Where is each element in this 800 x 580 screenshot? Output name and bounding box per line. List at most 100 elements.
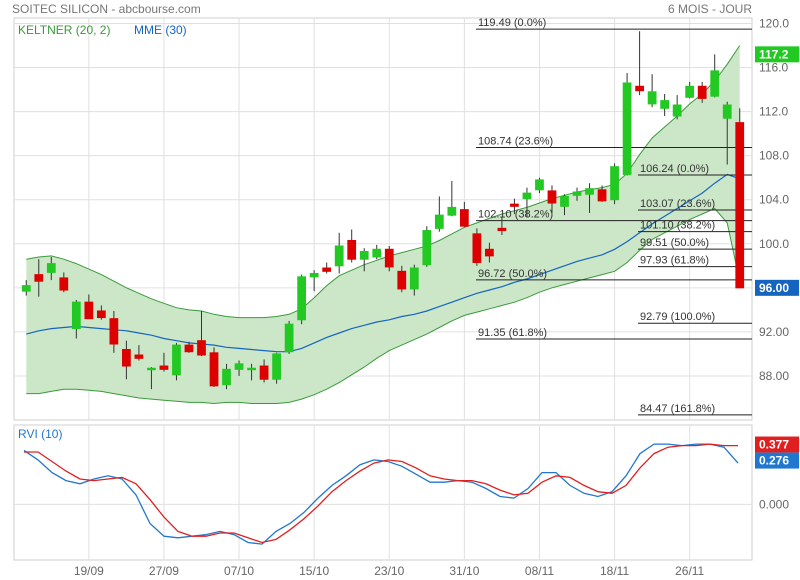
fibonacci-level-label: 91.35 (61.8%) xyxy=(478,327,547,339)
candle-body xyxy=(334,245,344,267)
candle-body xyxy=(284,323,294,353)
candle-body xyxy=(622,82,632,175)
candle-body xyxy=(697,85,707,99)
candle-body xyxy=(522,192,532,200)
last-price-label: 117.2 xyxy=(759,47,789,61)
x-tick-label: 08/11 xyxy=(525,564,554,578)
rvi-value-badge xyxy=(755,452,799,469)
rvi-tick-label: 0.000 xyxy=(759,497,789,511)
chart-header: SOITEC SILICON - abcbourse.com 6 MOIS - … xyxy=(0,0,800,16)
candle-body xyxy=(397,270,407,290)
candle-body xyxy=(347,239,357,260)
x-tick-label: 26/11 xyxy=(675,564,704,578)
candle-body xyxy=(134,354,144,359)
last-price-label: 96.00 xyxy=(759,281,789,295)
candle-body xyxy=(172,344,181,376)
candle-body xyxy=(472,233,482,264)
candle-body xyxy=(585,188,594,195)
keltner-lower-line xyxy=(26,207,741,405)
candle-body xyxy=(59,277,69,291)
candle-body xyxy=(422,230,432,266)
fibonacci-level-label: 97.93 (61.8%) xyxy=(640,255,709,267)
candle-body xyxy=(409,267,419,290)
fibonacci-level-label: 106.24 (0.0%) xyxy=(640,163,709,175)
candle-body xyxy=(147,367,156,371)
fibonacci-level-label: 96.72 (50.0%) xyxy=(478,268,547,280)
rvi-panel-frame xyxy=(13,424,753,561)
candle-body xyxy=(610,166,619,201)
candle-body xyxy=(660,100,670,109)
keltner-upper-line xyxy=(26,45,741,319)
price-tick-label: 108.0 xyxy=(759,149,789,163)
candle-body xyxy=(597,189,607,202)
fibonacci-level-label: 92.79 (100.0%) xyxy=(640,311,715,323)
candle-body xyxy=(122,349,131,367)
candle-body xyxy=(510,203,519,207)
x-tick-label: 15/10 xyxy=(299,564,329,578)
ema-line xyxy=(26,173,740,353)
candle-body xyxy=(322,267,332,272)
last-price-badge xyxy=(755,46,799,63)
x-tick-label: 23/10 xyxy=(374,564,404,578)
candle-body xyxy=(647,91,657,105)
rvi-value-label: 0.377 xyxy=(759,438,789,452)
candle-body xyxy=(96,310,106,319)
candle-body xyxy=(297,276,307,321)
x-tick-label: 27/09 xyxy=(149,564,179,578)
candle-body xyxy=(735,122,745,289)
candle-body xyxy=(34,274,44,282)
candle-body xyxy=(560,195,569,207)
fibonacci-level-label: 108.74 (23.6%) xyxy=(478,136,553,148)
fibonacci-level-label: 102.10 (38.2%) xyxy=(478,209,553,221)
fibonacci-level-label: 99.51 (50.0%) xyxy=(640,237,709,249)
price-tick-label: 100.0 xyxy=(759,237,789,251)
candle-body xyxy=(46,263,56,273)
candle-body xyxy=(234,363,244,370)
fibonacci-level-label: 103.07 (23.6%) xyxy=(640,198,715,210)
price-tick-label: 112.0 xyxy=(759,105,788,119)
candle-body xyxy=(547,190,557,204)
candle-body xyxy=(222,368,231,386)
fibonacci-level-label: 101.10 (38.2%) xyxy=(640,220,715,232)
price-legend-entry: MME (30) xyxy=(134,23,187,37)
keltner-channel-band xyxy=(26,45,740,404)
fibonacci-level-label: 84.47 (161.8%) xyxy=(640,403,715,415)
candle-body xyxy=(485,248,494,257)
rvi-blue-line xyxy=(23,443,739,545)
candle-body xyxy=(272,353,281,380)
candle-body xyxy=(572,191,582,196)
candle-body xyxy=(247,367,256,371)
price-tick-label: 88.00 xyxy=(759,369,789,383)
price-tick-label: 116.0 xyxy=(759,61,788,75)
candle-body xyxy=(635,85,644,92)
chart-period: 6 MOIS - JOUR xyxy=(667,2,752,16)
candle-body xyxy=(497,227,507,232)
rvi-value-badge xyxy=(755,436,799,453)
price-legend-entry: KELTNER (20, 2) xyxy=(18,23,110,37)
candle-body xyxy=(359,250,369,260)
candle-body xyxy=(535,179,544,191)
candle-body xyxy=(372,248,382,258)
candle-body xyxy=(447,206,457,216)
candle-body xyxy=(184,344,194,353)
candle-body xyxy=(434,214,444,229)
x-tick-label: 18/11 xyxy=(600,564,629,578)
candle-body xyxy=(209,352,219,387)
candle-body xyxy=(710,70,720,97)
chart-title: SOITEC SILICON - abcbourse.com xyxy=(12,2,201,16)
price-tick-label: 120.0 xyxy=(759,17,789,31)
rvi-legend-entry: RVI (10) xyxy=(18,427,62,441)
x-tick-label: 07/10 xyxy=(224,564,254,578)
candle-body xyxy=(84,301,94,320)
rvi-red-line xyxy=(24,443,738,544)
candle-body xyxy=(685,85,695,98)
candle-body xyxy=(459,209,469,227)
rvi-value-label: 0.276 xyxy=(759,454,789,468)
candle-body xyxy=(159,365,169,370)
x-tick-label: 31/10 xyxy=(449,564,479,578)
candle-body xyxy=(197,340,206,356)
candle-body xyxy=(309,273,319,278)
x-tick-label: 19/09 xyxy=(74,564,104,578)
candle-body xyxy=(71,301,81,330)
